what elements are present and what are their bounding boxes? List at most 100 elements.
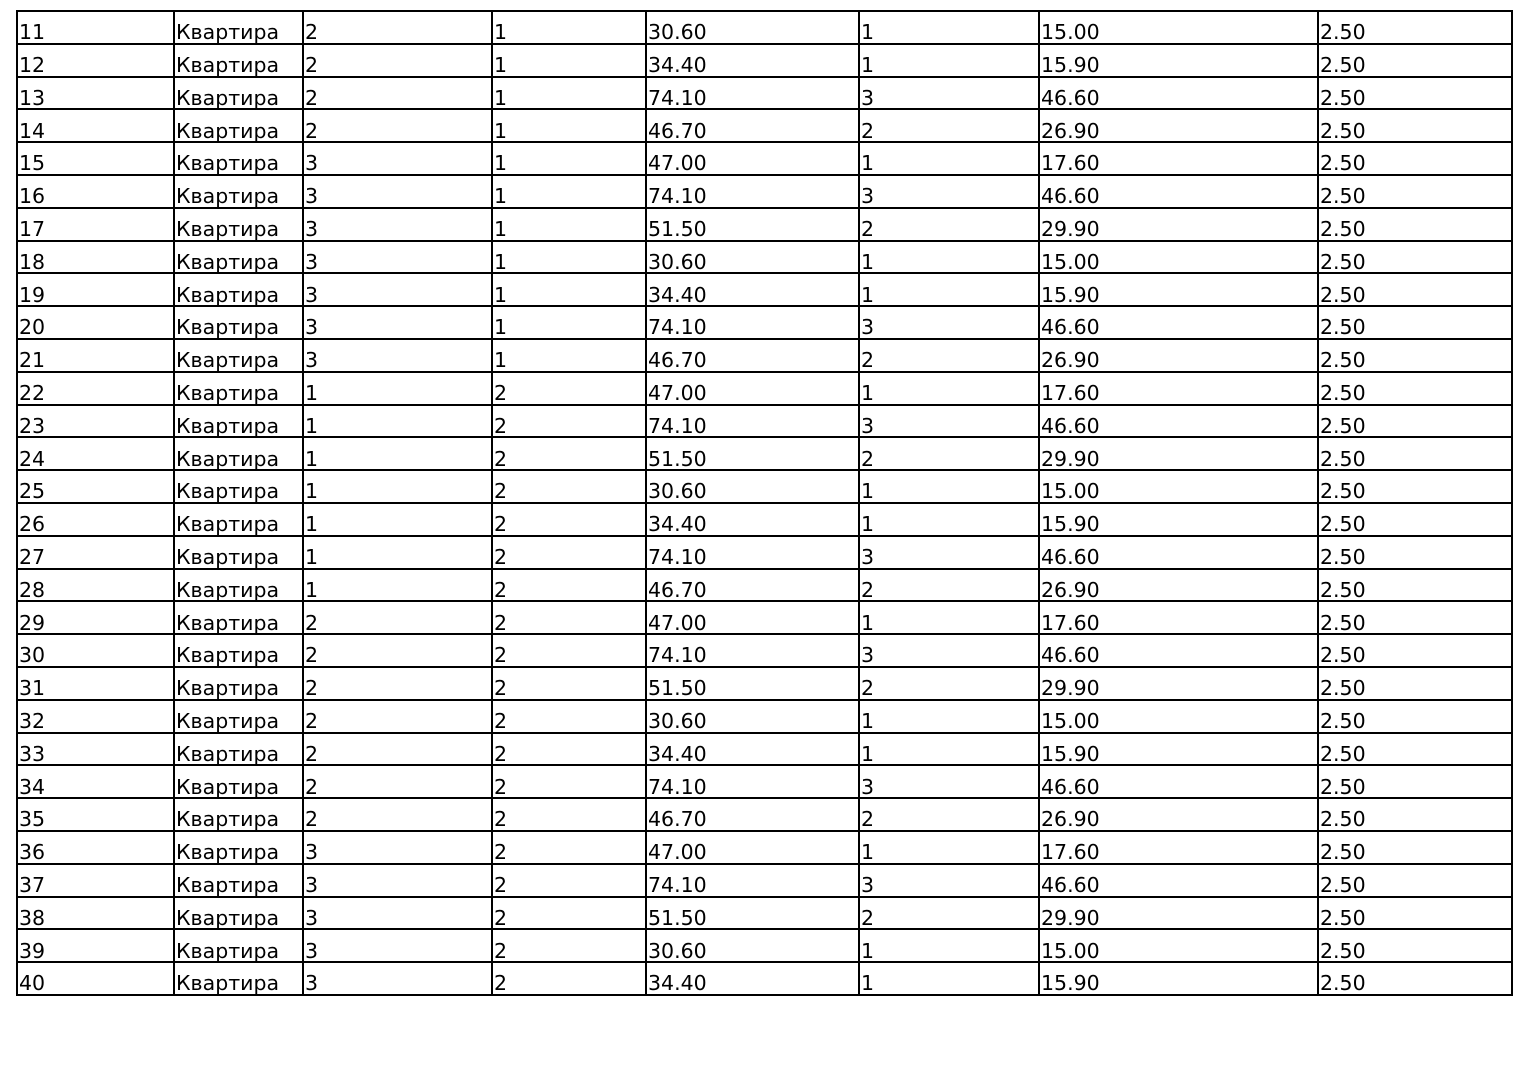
table-cell: 46.60 (1038, 173, 1319, 209)
table-cell: 74.10 (645, 305, 860, 340)
table-cell: 2 (491, 469, 647, 504)
table-row: 23 Квартира 1 2 74.10 3 46.60 2.50 (16, 403, 1513, 439)
table-row: 26 Квартира 1 2 34.40 1 15.90 2.50 (16, 501, 1513, 537)
table-row: 12 Квартира 2 1 34.40 1 15.90 2.50 (16, 42, 1513, 78)
table-row: 11 Квартира 2 1 30.60 1 15.00 2.50 (16, 10, 1513, 45)
table-cell: 30.60 (645, 10, 860, 45)
table-cell: 2.50 (1317, 403, 1513, 439)
table-cell: 46.60 (1038, 764, 1319, 800)
table-cell: 34 (16, 764, 175, 800)
table-cell: 34.40 (645, 961, 860, 996)
table-cell: 47.00 (645, 600, 860, 636)
table-cell: 1 (491, 239, 647, 275)
table-cell: 2.50 (1317, 469, 1513, 504)
table-cell: 2 (302, 42, 493, 78)
table-cell: 2.50 (1317, 239, 1513, 275)
table-cell: 2 (491, 567, 647, 603)
table-cell: 23 (16, 403, 175, 439)
table-cell: 1 (858, 501, 1040, 537)
table-cell: 2.50 (1317, 698, 1513, 734)
table-cell: 51.50 (645, 895, 860, 931)
table-cell: 46.70 (645, 567, 860, 603)
table-cell: 15.90 (1038, 501, 1319, 537)
table-cell: 46.60 (1038, 305, 1319, 340)
table-cell: 2.50 (1317, 567, 1513, 603)
table-cell: 1 (491, 337, 647, 373)
table-cell: 2 (491, 665, 647, 701)
table-cell: 27 (16, 534, 175, 570)
table-cell: 1 (858, 600, 1040, 636)
table-cell: 74.10 (645, 173, 860, 209)
table-cell: 2 (491, 764, 647, 800)
table-cell: 30 (16, 633, 175, 668)
table-cell: 2.50 (1317, 173, 1513, 209)
table-cell: 2.50 (1317, 337, 1513, 373)
table-cell: Квартира (173, 141, 304, 176)
table-cell: 15.90 (1038, 272, 1319, 308)
table-cell: 3 (302, 895, 493, 931)
table-cell: 46.70 (645, 797, 860, 832)
table-cell: 13 (16, 75, 175, 111)
table-cell: 24 (16, 436, 175, 472)
table-cell: 47.00 (645, 141, 860, 176)
table-cell: 17.60 (1038, 141, 1319, 176)
table-cell: 3 (858, 534, 1040, 570)
table-row: 16 Квартира 3 1 74.10 3 46.60 2.50 (16, 173, 1513, 209)
table-row: 13 Квартира 2 1 74.10 3 46.60 2.50 (16, 75, 1513, 111)
table-cell: 2 (491, 403, 647, 439)
table-row: 24 Квартира 1 2 51.50 2 29.90 2.50 (16, 436, 1513, 472)
table-cell: 3 (302, 862, 493, 898)
table-cell: 14 (16, 108, 175, 144)
table-cell: 29.90 (1038, 436, 1319, 472)
table-row: 39 Квартира 3 2 30.60 1 15.00 2.50 (16, 928, 1513, 964)
table-cell: Квартира (173, 928, 304, 964)
table-cell: 1 (302, 469, 493, 504)
table-cell: 46.60 (1038, 862, 1319, 898)
table-cell: 2 (491, 436, 647, 472)
table-cell: 15.00 (1038, 10, 1319, 45)
table-cell: 1 (302, 370, 493, 406)
table-cell: 1 (491, 75, 647, 111)
table-cell: 2 (491, 698, 647, 734)
table-cell: 28 (16, 567, 175, 603)
table-cell: 37 (16, 862, 175, 898)
table-cell: 26.90 (1038, 108, 1319, 144)
table-row: 38 Квартира 3 2 51.50 2 29.90 2.50 (16, 895, 1513, 931)
table-cell: 2 (491, 370, 647, 406)
table-cell: 1 (491, 173, 647, 209)
table-cell: 34.40 (645, 272, 860, 308)
table-cell: 2 (491, 895, 647, 931)
table-row: 36 Квартира 3 2 47.00 1 17.60 2.50 (16, 829, 1513, 865)
table-cell: 2 (302, 633, 493, 668)
table-cell: 1 (858, 272, 1040, 308)
table-cell: 3 (302, 961, 493, 996)
table-cell: 46.60 (1038, 403, 1319, 439)
table-cell: 2.50 (1317, 829, 1513, 865)
table-row: 40 Квартира 3 2 34.40 1 15.90 2.50 (16, 961, 1513, 996)
table-cell: 2 (302, 797, 493, 832)
table-cell: 47.00 (645, 370, 860, 406)
table-cell: Квартира (173, 403, 304, 439)
table-cell: 47.00 (645, 829, 860, 865)
table-cell: 1 (491, 305, 647, 340)
table-cell: 2 (302, 10, 493, 45)
table-cell: Квартира (173, 797, 304, 832)
table-cell: 46.60 (1038, 633, 1319, 668)
table-cell: 15.00 (1038, 928, 1319, 964)
table-cell: 1 (491, 141, 647, 176)
table-row: 32 Квартира 2 2 30.60 1 15.00 2.50 (16, 698, 1513, 734)
table-cell: 2.50 (1317, 272, 1513, 308)
table-row: 31 Квартира 2 2 51.50 2 29.90 2.50 (16, 665, 1513, 701)
table-cell: 29.90 (1038, 665, 1319, 701)
table-cell: 2.50 (1317, 862, 1513, 898)
table-cell: 1 (302, 567, 493, 603)
table-row: 17 Квартира 3 1 51.50 2 29.90 2.50 (16, 206, 1513, 242)
table-cell: 1 (858, 961, 1040, 996)
table-cell: 1 (858, 370, 1040, 406)
table-cell: 1 (858, 10, 1040, 45)
table-cell: 2 (858, 895, 1040, 931)
table-cell: 17.60 (1038, 370, 1319, 406)
table-cell: 2 (302, 75, 493, 111)
table-row: 35 Квартира 2 2 46.70 2 26.90 2.50 (16, 797, 1513, 832)
